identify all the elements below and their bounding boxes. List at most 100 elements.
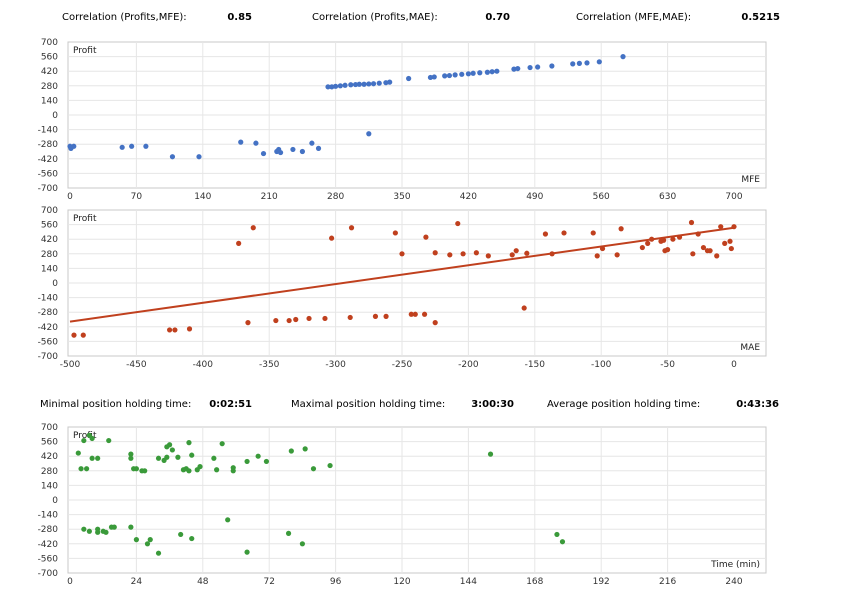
mae-data-point <box>707 248 713 254</box>
mae-data-point <box>273 317 279 324</box>
mfe-data-point <box>535 64 541 70</box>
time-chart: 0 24 48 72 96 120 144 168 192 216 240 700 560 420 280 1… <box>38 423 767 587</box>
mae-data-point <box>293 316 299 323</box>
time-data-point <box>89 435 95 442</box>
mfe-data-point <box>366 131 372 137</box>
mae-data-point <box>561 230 567 236</box>
mae-data-point <box>186 326 193 332</box>
mae-data-point <box>447 252 453 258</box>
time-data-point <box>230 468 236 474</box>
time-data-point <box>189 452 195 458</box>
mae-data-point <box>599 245 606 252</box>
mfe-x-tick-label: 210 <box>261 192 278 202</box>
mae-data-point <box>665 247 671 253</box>
avg-holding-time-label: Average position holding time: <box>547 399 701 410</box>
mfe-data-point <box>143 143 149 149</box>
time-data-point <box>327 462 333 469</box>
mfe-x-tick-label: 280 <box>327 192 344 202</box>
mae-data-point <box>645 240 651 246</box>
mae-data-point <box>347 314 353 321</box>
time-data-point <box>197 464 203 470</box>
mae-data-point <box>399 251 405 257</box>
time-data-point <box>84 466 90 472</box>
time-y-tick-label: 700 <box>41 423 58 433</box>
mae-y-tick-label: 560 <box>41 221 58 231</box>
mfe-y-tick-label: -420 <box>38 155 59 165</box>
mfe-data-point <box>376 80 382 86</box>
time-y-tick-label: -700 <box>38 569 59 579</box>
mae-y-tick-label: 700 <box>41 206 58 216</box>
mfe-data-point <box>337 83 343 89</box>
time-data-point <box>219 441 225 447</box>
corr-profit-mae-label: Correlation (Profits,MAE): <box>312 12 438 23</box>
mae-x-tick-label: -350 <box>259 360 280 370</box>
mfe-data-point <box>489 69 495 75</box>
time-data-point <box>178 531 184 538</box>
time-x-axis-label: Time (min) <box>710 560 760 570</box>
mae-data-point <box>250 225 256 231</box>
time-y-tick-label: 0 <box>52 496 58 506</box>
mae-y-tick-label: 420 <box>41 235 58 245</box>
time-data-point <box>186 440 192 446</box>
mfe-data-point <box>442 73 448 79</box>
mae-data-point <box>718 224 724 230</box>
max-holding-time-label: Maximal position holding time: <box>291 399 446 410</box>
mfe-data-point <box>342 82 348 88</box>
mfe-data-point <box>356 81 362 87</box>
mae-data-point <box>306 315 312 322</box>
time-x-tick-label: 48 <box>197 577 209 587</box>
time-y-tick-label: -280 <box>38 525 59 535</box>
mfe-data-point <box>299 148 305 155</box>
mfe-data-point <box>511 66 517 72</box>
mae-data-point <box>286 317 292 324</box>
time-data-point <box>142 468 148 474</box>
time-data-point <box>89 455 95 461</box>
mfe-data-point <box>169 154 176 160</box>
mae-data-point <box>649 236 655 242</box>
time-data-point <box>225 517 231 523</box>
time-data-point <box>285 530 292 536</box>
time-x-tick-label: 216 <box>659 577 676 587</box>
time-data-point <box>487 451 494 457</box>
corr-mfe-mae-label: Correlation (MFE,MAE): <box>576 12 692 23</box>
time-data-point <box>128 524 134 530</box>
mae-data-point <box>714 253 720 259</box>
time-data-point <box>169 447 175 453</box>
time-y-tick-label: 420 <box>41 452 58 462</box>
mfe-y-tick-label: -560 <box>38 169 59 179</box>
mfe-data-point <box>596 59 602 65</box>
time-x-tick-label: 120 <box>393 577 410 587</box>
mfe-x-tick-label: 420 <box>460 192 477 202</box>
mae-data-point <box>80 332 86 338</box>
mfe-data-point <box>570 61 576 67</box>
mae-data-point <box>432 320 438 326</box>
mae-x-tick-label: 0 <box>731 360 737 370</box>
mfe-data-point <box>494 68 500 74</box>
mfe-data-point <box>465 71 471 77</box>
mae-data-point <box>521 305 527 311</box>
mfe-data-point <box>576 60 582 66</box>
time-data-point <box>78 466 84 472</box>
time-data-point <box>81 526 87 532</box>
time-y-tick-label: 560 <box>41 438 58 448</box>
time-data-point <box>299 541 305 547</box>
mfe-x-tick-label: 700 <box>725 192 742 202</box>
mae-data-point <box>455 220 461 227</box>
time-x-tick-label: 72 <box>263 577 274 587</box>
mfe-data-point <box>527 64 533 71</box>
mfe-data-point <box>260 150 267 157</box>
mfe-x-tick-label: 560 <box>593 192 610 202</box>
mae-data-point <box>618 226 624 232</box>
mae-data-point <box>594 253 600 259</box>
min-holding-time-value: 0:02:51 <box>209 399 252 410</box>
mfe-data-point <box>361 81 367 87</box>
mfe-data-point <box>370 81 377 87</box>
time-y-axis-label: Profit <box>73 431 97 441</box>
mae-data-point <box>460 251 466 257</box>
mae-data-point <box>690 251 696 257</box>
time-x-tick-label: 240 <box>725 577 742 587</box>
mfe-data-point <box>253 140 259 146</box>
mfe-data-point <box>129 143 135 149</box>
time-data-point <box>155 455 162 461</box>
